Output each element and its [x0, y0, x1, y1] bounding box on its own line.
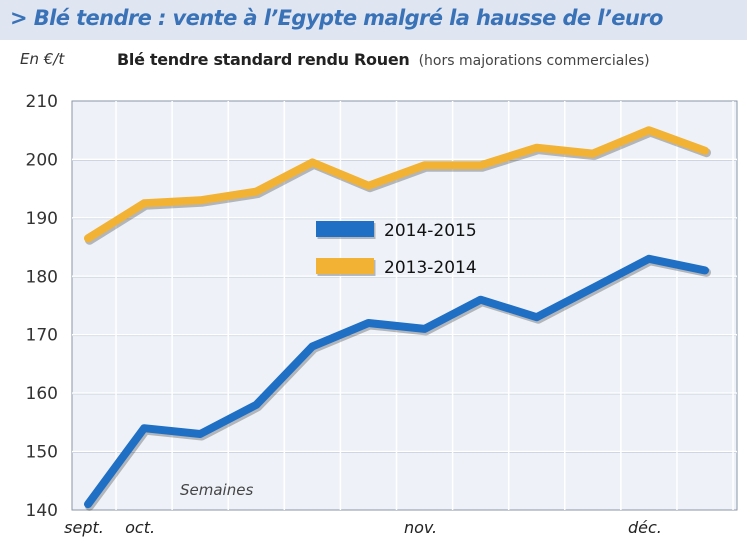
series-line	[84, 254, 709, 509]
y-tick-label: 160	[26, 384, 58, 404]
header-banner: > Blé tendre : vente à l’Egypte malgré l…	[0, 0, 747, 40]
header-title: > Blé tendre : vente à l’Egypte malgré l…	[10, 6, 663, 30]
y-axis-unit-label: En €/t	[20, 50, 65, 68]
y-tick-label: 140	[26, 501, 58, 521]
chart-title: Blé tendre standard rendu Rouen	[117, 50, 410, 69]
y-tick-label: 180	[26, 267, 58, 287]
series-line	[84, 126, 709, 243]
x-tick-label: oct.	[125, 518, 155, 537]
chart-title-block: Blé tendre standard rendu Rouen (hors ma…	[117, 50, 650, 69]
legend-label: 2014-2015	[384, 221, 477, 241]
x-tick-label: sept.	[64, 518, 104, 537]
x-tick-label: nov.	[404, 518, 437, 537]
legend-label: 2013-2014	[384, 258, 477, 278]
y-tick-label: 150	[26, 443, 58, 463]
chart-subtitle: (hors majorations commerciales)	[418, 53, 650, 69]
x-tick-label: déc.	[628, 518, 662, 537]
y-tick-label: 210	[26, 92, 58, 112]
y-tick-label: 200	[26, 150, 58, 170]
y-tick-label: 170	[26, 326, 58, 346]
legend-swatch	[316, 221, 374, 237]
y-tick-label: 190	[26, 209, 58, 229]
legend-swatch	[316, 258, 374, 274]
x-axis-caption: Semaines	[180, 481, 253, 499]
